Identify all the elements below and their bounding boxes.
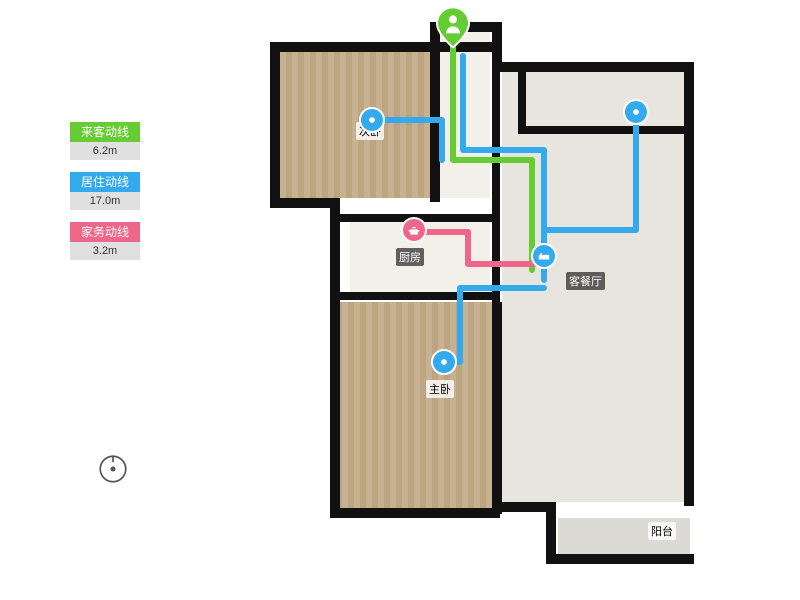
path-node-pot (401, 217, 427, 243)
paths-overlay (0, 0, 800, 600)
path-node-dot (359, 107, 385, 133)
path-node-dot (431, 349, 457, 375)
path-node-dot (623, 99, 649, 125)
entrance-icon (436, 7, 470, 48)
path-node-bed (531, 243, 557, 269)
